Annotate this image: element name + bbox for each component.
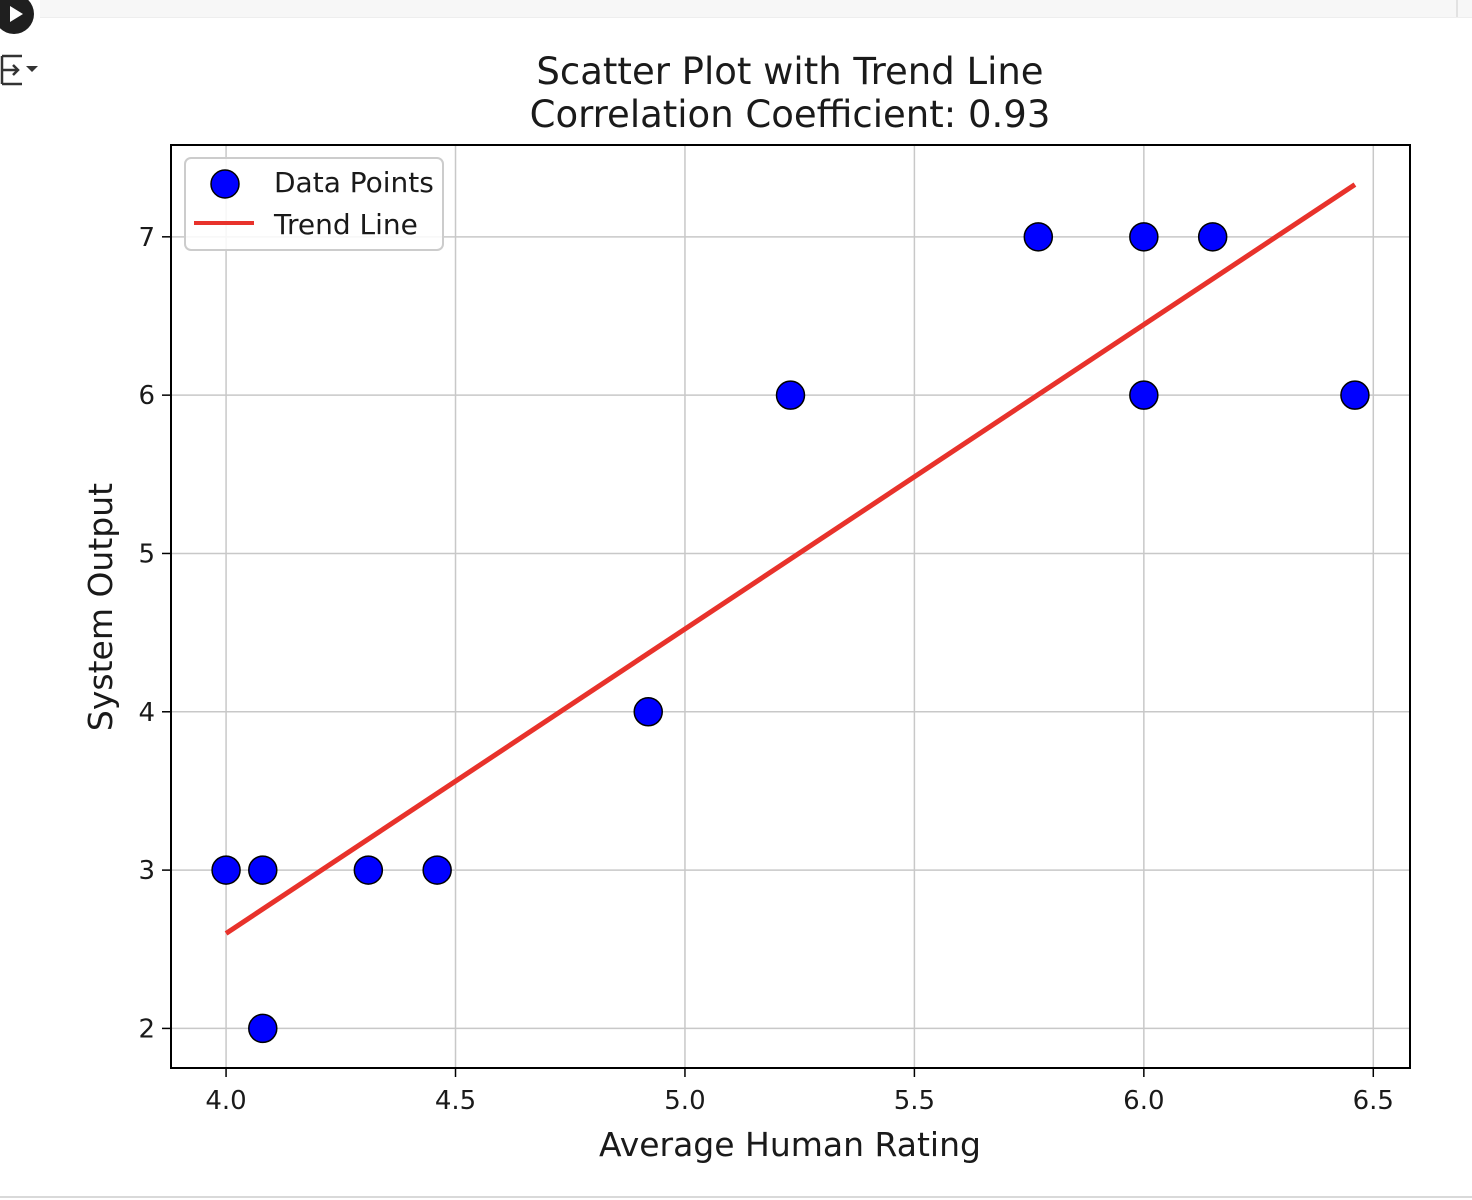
toolbar-divider xyxy=(1456,0,1458,17)
trend-line-layer xyxy=(224,182,1357,936)
data-point xyxy=(633,697,663,727)
data-point xyxy=(353,855,384,885)
y-tick-label: 3 xyxy=(138,856,155,886)
x-tick-label: 6.0 xyxy=(1123,1086,1164,1116)
y-tick-label: 5 xyxy=(138,539,155,569)
data-point xyxy=(1197,222,1228,252)
cell-bottom-border xyxy=(0,1196,1472,1198)
x-tick-label: 5.0 xyxy=(664,1086,705,1116)
y-axis-ticks: 2 3 4 5 6 7 xyxy=(138,223,171,1044)
x-tick-label: 6.5 xyxy=(1353,1086,1394,1116)
legend-label-data-points: Data Points xyxy=(274,166,434,199)
data-point xyxy=(211,855,241,885)
y-tick-label: 4 xyxy=(138,698,155,728)
legend-marker-data-points xyxy=(210,169,240,199)
data-point xyxy=(248,855,278,885)
y-axis-label: System Output xyxy=(81,483,120,731)
grid-lines xyxy=(171,145,1410,1068)
plot-frame xyxy=(170,144,1411,1069)
x-axis-ticks: 4.0 4.5 5.0 5.5 6.0 6.5 xyxy=(205,1068,1394,1116)
chart-title: Scatter Plot with Trend Line xyxy=(536,50,1043,93)
data-point xyxy=(1340,380,1370,410)
chart-subtitle: Correlation Coefficient: 0.93 xyxy=(530,93,1051,136)
data-point xyxy=(1129,222,1159,252)
trend-line xyxy=(224,182,1357,936)
data-point xyxy=(1129,380,1159,410)
y-tick-label: 2 xyxy=(138,1014,155,1044)
y-tick-label: 7 xyxy=(138,223,155,253)
play-icon xyxy=(10,6,23,22)
output-collapse-icon xyxy=(0,54,38,86)
run-cell-button[interactable] xyxy=(0,0,34,34)
x-tick-label: 5.5 xyxy=(894,1086,935,1116)
data-point xyxy=(422,855,452,885)
legend-label-trend-line: Trend Line xyxy=(273,208,418,241)
data-point xyxy=(248,1013,278,1044)
y-tick-label: 6 xyxy=(138,381,155,411)
legend-box xyxy=(184,157,444,251)
x-tick-label: 4.5 xyxy=(435,1086,476,1116)
data-points-layer xyxy=(211,222,1370,1044)
legend: Data Points Trend Line xyxy=(184,157,444,251)
data-point xyxy=(775,380,806,410)
x-tick-label: 4.0 xyxy=(205,1086,246,1116)
output-toggle-button[interactable] xyxy=(0,52,40,88)
cell-toolbar-strip xyxy=(40,0,1472,18)
x-axis-label: Average Human Rating xyxy=(599,1125,981,1164)
data-point xyxy=(1023,222,1054,252)
